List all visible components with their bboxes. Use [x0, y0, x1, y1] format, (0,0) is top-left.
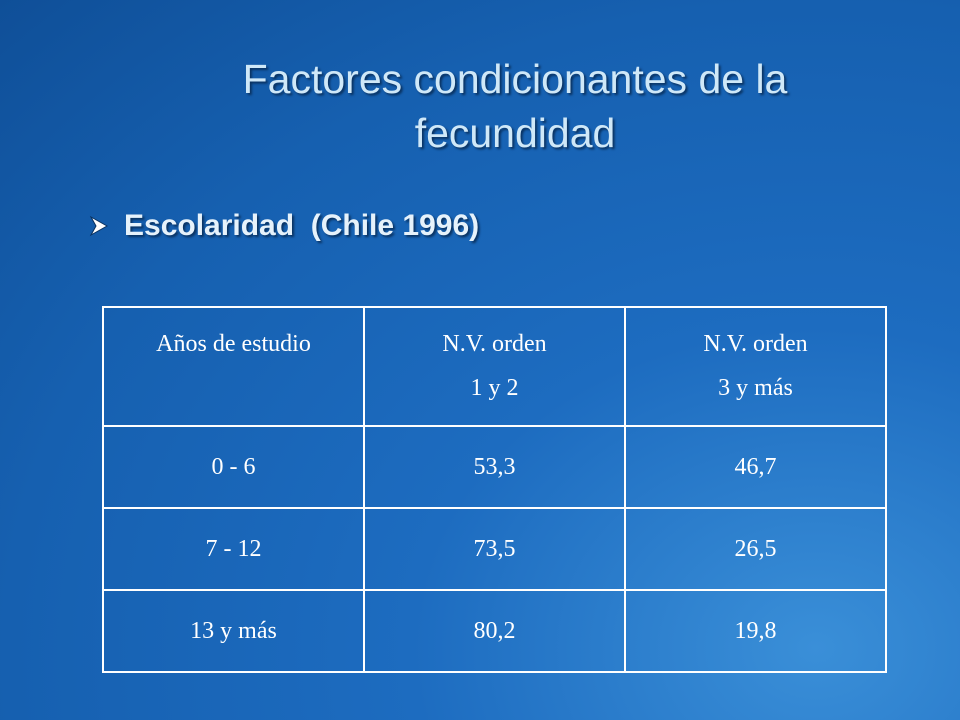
table-cell: 53,3 — [363, 425, 626, 509]
table-row: 7 - 12 73,5 26,5 — [102, 507, 887, 591]
table-cell: 0 - 6 — [102, 425, 365, 509]
bullet-item: Escolaridad (Chile 1996) — [88, 206, 479, 246]
header-row: Años de estudio N.V. orden 1 y 2 N.V. orden… — [102, 306, 887, 427]
table-cell: 26,5 — [624, 507, 887, 591]
table-row: 13 y más 80,2 19,8 — [102, 589, 887, 673]
slide-title: Factores condicionantes de la fecundidad — [242, 56, 788, 156]
table-row: 0 - 6 53,3 46,7 — [102, 425, 887, 509]
bullet-arrow — [89, 215, 109, 237]
header-line: N.V. orden — [703, 331, 808, 357]
header-line: N.V. orden — [442, 331, 547, 357]
table-cell: 80,2 — [363, 589, 626, 673]
header-line: 1 y 2 — [470, 375, 519, 401]
header-cell: N.V. orden 3 y más — [624, 306, 887, 427]
table-cell: 19,8 — [624, 589, 887, 673]
data-table: Años de estudio N.V. orden 1 y 2 N.V. orden… — [102, 306, 887, 673]
table-cell: 7 - 12 — [102, 507, 365, 591]
header-cell: Años de estudio — [102, 306, 365, 427]
table-cell: 73,5 — [363, 507, 626, 591]
bullet-text: Escolaridad (Chile 1996) — [124, 209, 480, 242]
table-cell: 13 y más — [102, 589, 365, 673]
header-line: Años de estudio — [156, 331, 311, 357]
header-cell: N.V. orden 1 y 2 — [363, 306, 626, 427]
table-cell: 46,7 — [624, 425, 887, 509]
header-line: 3 y más — [718, 375, 793, 401]
